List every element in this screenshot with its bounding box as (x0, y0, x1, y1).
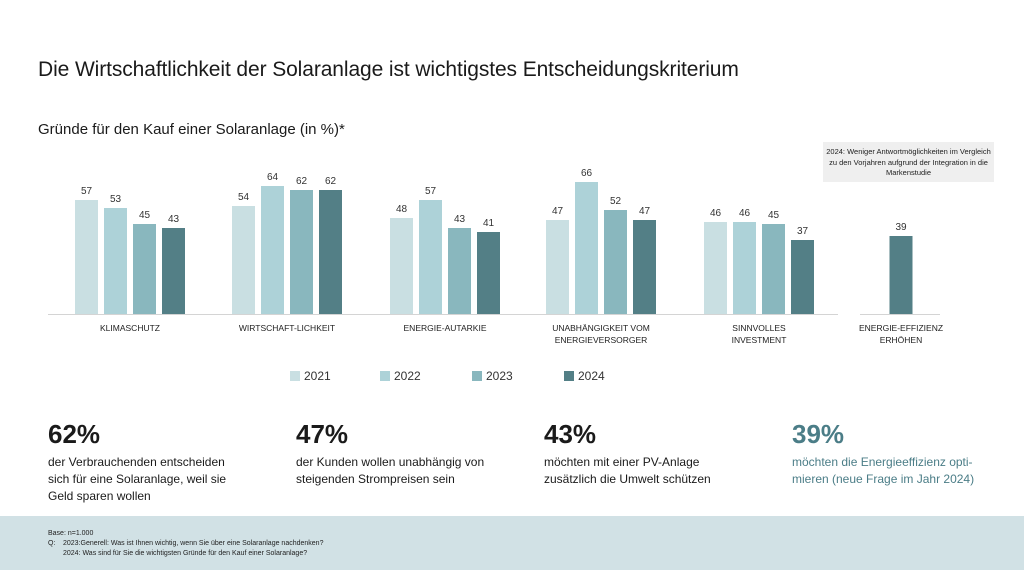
category-label: WIRTSCHAFT-LICHKEIT (239, 323, 335, 333)
data-label: 62 (296, 176, 308, 187)
bar-2022 (419, 200, 442, 314)
category-label: SINNVOLLES (732, 323, 786, 333)
data-label: 57 (425, 186, 437, 197)
stat-card-independence: 47% der Kunden wollen unabhängig von ste… (296, 420, 484, 488)
footer-question-2023: 2023:Generell: Was ist Ihnen wichtig, we… (63, 540, 324, 547)
legend-item-2024: 2024 (564, 369, 605, 383)
legend-swatch (380, 371, 390, 381)
bar-2023 (762, 224, 785, 314)
data-label: 46 (710, 208, 722, 219)
data-label: 37 (797, 226, 809, 237)
legend-label: 2022 (394, 369, 421, 383)
data-label: 39 (895, 222, 907, 233)
stat-text-line: steigenden Strompreisen sein (296, 472, 455, 486)
bar-2024 (319, 190, 342, 314)
footer-source: Base: n=1.000 Q: 2023:Generell: Was ist … (0, 516, 1024, 570)
stat-card-environment: 43% möchten mit einer PV-Anlage zusätzli… (544, 420, 711, 488)
stat-card-efficiency: 39% möchten die Energieeffizienz opti- m… (792, 420, 974, 488)
data-label: 43 (454, 214, 466, 225)
bar-2022 (104, 208, 127, 314)
bar-2022 (261, 186, 284, 314)
data-label: 45 (768, 210, 780, 221)
bar-2022 (575, 182, 598, 314)
bar-2024 (477, 232, 500, 314)
category-label: ENERGIE-AUTARKIE (404, 323, 487, 333)
legend-label: 2023 (486, 369, 513, 383)
legend-item-2022: 2022 (380, 369, 421, 383)
category-label: INVESTMENT (732, 335, 787, 345)
footer-question-2024: 2024: Was sind für Sie die wichtigsten G… (63, 550, 308, 557)
stat-text: möchten mit einer PV-Anlage zusätzlich d… (544, 454, 711, 488)
legend-item-2021: 2021 (290, 369, 331, 383)
data-label: 66 (581, 168, 593, 179)
stat-value: 43% (544, 419, 597, 449)
stat-value: 62% (48, 419, 101, 449)
data-label: 57 (81, 186, 93, 197)
page-title: Die Wirtschaftlichkeit der Solaranlage i… (38, 58, 739, 81)
stat-text-line: Geld sparen wollen (48, 489, 151, 503)
bar-chart: 57 53 45 43 KLIMASCHUTZ 54 64 62 62 WIRTSCHAFT-LI… (48, 168, 943, 345)
legend-swatch (472, 371, 482, 381)
data-label: 47 (639, 206, 651, 217)
stat-text-line: zusätzlich die Umwelt schützen (544, 472, 711, 486)
stat-value: 39% (792, 419, 845, 449)
bar-2021 (704, 222, 727, 314)
stat-text-line: möchten die Energieeffizienz opti- (792, 455, 973, 469)
bar-2023 (290, 190, 313, 314)
category-label: UNABHÄNGIGKEIT VOM (552, 323, 650, 333)
bar-2024 (633, 220, 656, 314)
bar-2021 (546, 220, 569, 314)
bar-2022 (733, 222, 756, 314)
bar-2023 (604, 210, 627, 314)
bar-2024 (889, 236, 913, 314)
data-label: 46 (739, 208, 751, 219)
legend-swatch (564, 371, 574, 381)
stat-text-line: der Verbrauchenden entscheiden (48, 455, 225, 469)
stat-card-savings: 62% der Verbrauchenden entscheiden sich … (48, 420, 226, 505)
data-label: 54 (238, 192, 250, 203)
bar-2024 (162, 228, 185, 314)
bar-2021 (232, 206, 255, 314)
bar-2021 (75, 200, 98, 314)
data-label: 62 (325, 176, 337, 187)
legend-item-2023: 2023 (472, 369, 513, 383)
stat-text: möchten die Energieeffizienz opti- miere… (792, 454, 974, 488)
data-label: 43 (168, 214, 180, 225)
data-label: 41 (483, 218, 495, 229)
category-label: ERHÖHEN (880, 335, 923, 345)
stat-text: der Kunden wollen unabhängig von steigen… (296, 454, 484, 488)
stat-text-line: mieren (neue Frage im Jahr 2024) (792, 472, 975, 486)
bar-2024 (791, 240, 814, 314)
bar-2023 (448, 228, 471, 314)
category-label: ENERGIE-EFFIZIENZ (859, 323, 943, 333)
legend-label: 2021 (304, 369, 331, 383)
footer-q-label: Q: (48, 540, 56, 547)
note-box: 2024: Weniger Antwortmöglichkeiten im Ve… (823, 142, 994, 182)
stat-text: der Verbrauchenden entscheiden sich für … (48, 454, 226, 505)
data-label: 52 (610, 196, 622, 207)
bar-2023 (133, 224, 156, 314)
stat-text-line: der Kunden wollen unabhängig von (296, 455, 485, 469)
stat-text-line: möchten mit einer PV-Anlage (544, 455, 700, 469)
legend-swatch (290, 371, 300, 381)
category-label: KLIMASCHUTZ (100, 323, 160, 333)
data-label: 48 (396, 204, 408, 215)
data-label: 64 (267, 172, 279, 183)
chart-subtitle: Gründe für den Kauf einer Solaranlage (i… (38, 121, 345, 138)
stat-value: 47% (296, 419, 349, 449)
data-label: 53 (110, 194, 122, 205)
stat-text-line: sich für eine Solaranlage, weil sie (48, 472, 227, 486)
legend-label: 2024 (578, 369, 605, 383)
bar-2021 (390, 218, 413, 314)
footer-base: Base: n=1.000 (48, 530, 94, 537)
data-label: 47 (552, 206, 564, 217)
data-label: 45 (139, 210, 151, 221)
category-label: ENERGIEVERSORGER (555, 335, 648, 345)
